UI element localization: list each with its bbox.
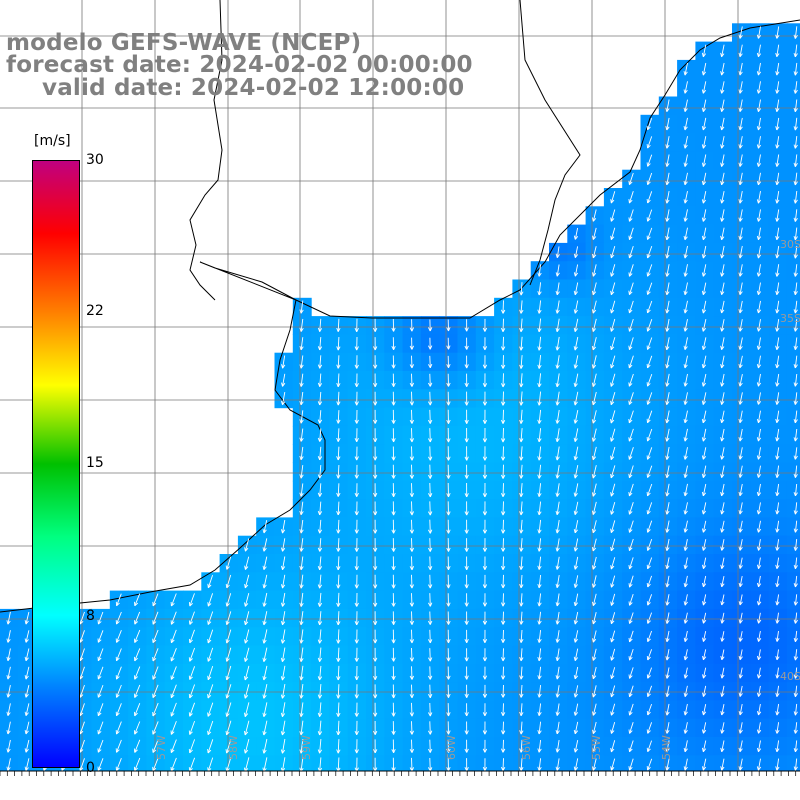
colorbar-unit-label: [m/s] (34, 133, 71, 149)
colorbar (32, 160, 80, 768)
wind-arrow (793, 44, 798, 58)
ocean-cell (786, 188, 800, 207)
longitude-label: 59W (300, 735, 313, 760)
graticule-grid (0, 0, 800, 771)
ocean-cell (786, 535, 800, 555)
ocean-cell (786, 480, 800, 500)
coastline (0, 0, 800, 613)
ocean-cell (786, 608, 800, 628)
wind-arrow (701, 81, 707, 94)
latitude-label: 30S (780, 238, 800, 251)
wind-arrow (775, 44, 780, 58)
wind-arrow (738, 44, 743, 58)
ocean-cell (786, 407, 800, 427)
ocean-cell (786, 352, 800, 372)
wind-arrow (720, 81, 725, 94)
ocean-cell (786, 517, 800, 537)
ocean-cell (786, 737, 800, 756)
wind-arrow (738, 81, 743, 94)
ocean-cell (786, 645, 800, 665)
ocean-cell (786, 462, 800, 482)
ocean-cell (786, 554, 800, 573)
coastline-south (0, 261, 326, 613)
ocean-cell (786, 499, 800, 518)
wind-arrow (701, 62, 707, 76)
wind-arrows (6, 26, 798, 772)
border-line (519, 0, 581, 286)
ocean-cell (786, 23, 800, 43)
bottom-margin (0, 771, 800, 800)
longitude-label: 57W (155, 735, 168, 760)
longitude-label: 56W (520, 735, 533, 760)
colorbar-tick-label: 8 (86, 608, 95, 624)
ocean-cell (786, 96, 800, 116)
latitude-label: 35S (780, 312, 800, 325)
longitude-label: 60W (445, 735, 458, 760)
ocean-cell (786, 444, 800, 464)
title-forecast-date: forecast date: 2024-02-02 00:00:00 (6, 52, 473, 78)
wind-arrow (793, 62, 798, 76)
ocean-cell (786, 334, 800, 354)
ocean-cell (786, 279, 800, 299)
longitude-label: 55W (590, 735, 603, 760)
ocean-cell (786, 425, 800, 445)
wind-arrow (756, 44, 762, 58)
ocean-cell (786, 627, 800, 647)
ocean-cell (786, 151, 800, 171)
ocean-cell (786, 114, 800, 134)
wind-arrow (683, 81, 688, 94)
colorbar-tick-label: 22 (86, 303, 104, 319)
ocean-cell (786, 261, 800, 281)
wind-arrow (720, 44, 725, 58)
title-valid-date: valid date: 2024-02-02 12:00:00 (42, 75, 465, 101)
ocean-cell (786, 133, 800, 152)
colorbar-tick-label: 0 (86, 760, 95, 776)
ocean-cell (786, 682, 800, 701)
ocean-cell (786, 700, 800, 720)
ocean-cell (786, 371, 800, 390)
ocean-cell (786, 41, 800, 61)
wind-arrow (756, 26, 762, 39)
ocean-cell (786, 78, 800, 98)
wind-arrow (756, 62, 762, 76)
ocean-cell (786, 389, 800, 409)
wind-arrow (738, 26, 743, 39)
latitude-label: 40S (780, 670, 800, 683)
ocean-cell (786, 59, 800, 79)
wind-arrow (775, 62, 780, 76)
ocean-cell (786, 590, 800, 610)
ocean-cell (786, 169, 800, 189)
wind-arrow (701, 44, 707, 58)
wind-arrow (683, 62, 688, 76)
wind-arrow (793, 26, 798, 39)
river-border (189, 0, 223, 301)
wind-arrow (720, 62, 725, 76)
ocean-cell (786, 206, 800, 226)
ocean-cell (786, 718, 800, 738)
colorbar-tick-label: 15 (86, 455, 104, 471)
colorbar-tick-label: 30 (86, 152, 104, 168)
ocean-cell (786, 572, 800, 592)
wind-arrow (738, 62, 743, 76)
wind-arrow (775, 26, 780, 39)
coastline-north (295, 19, 800, 319)
longitude-label: 54W (660, 735, 673, 760)
longitude-label: 58W (227, 735, 240, 760)
